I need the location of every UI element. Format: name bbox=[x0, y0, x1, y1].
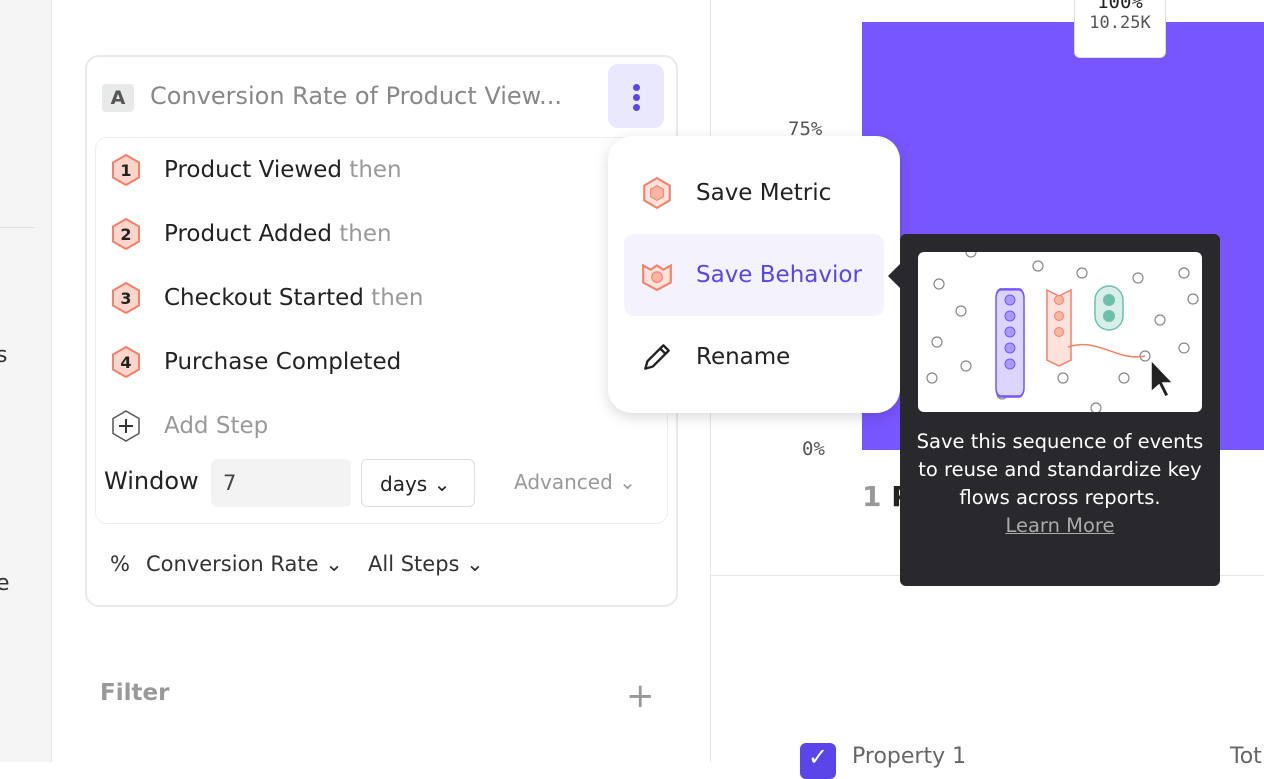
cursor-icon bbox=[1150, 358, 1175, 399]
advanced-toggle[interactable]: Advanced ⌄ bbox=[514, 470, 636, 494]
metric-title[interactable]: Conversion Rate of Product View... bbox=[150, 82, 562, 110]
svg-text:1: 1 bbox=[120, 161, 131, 180]
step-row[interactable]: 1 Product Viewed then bbox=[110, 154, 402, 186]
divider bbox=[0, 227, 34, 228]
window-label: Window bbox=[104, 467, 199, 495]
menu-item-rename[interactable]: Rename bbox=[624, 316, 884, 398]
step-number-icon: 1 bbox=[112, 154, 140, 186]
property-column-header[interactable]: Property 1 bbox=[852, 744, 967, 769]
metric-hex-icon bbox=[643, 176, 671, 210]
step-name: Checkout Started bbox=[164, 285, 364, 311]
y-tick-label: 75% bbox=[788, 118, 823, 140]
chevron-down-icon: ⌄ bbox=[433, 472, 451, 496]
total-column-header: Tot bbox=[1230, 744, 1262, 769]
tooltip-text: Save this sequence of events to reuse an… bbox=[916, 430, 1204, 509]
more-options-button[interactable] bbox=[608, 64, 664, 128]
step-row[interactable]: 4 Purchase Completed bbox=[110, 346, 401, 378]
step-name: Product Viewed bbox=[164, 157, 342, 183]
measure-select[interactable]: Conversion Rate ⌄ bbox=[146, 552, 343, 576]
svg-text:4: 4 bbox=[120, 353, 131, 372]
property-checkbox[interactable]: ✓ bbox=[800, 743, 836, 779]
step-row[interactable]: 2 Product Added then bbox=[110, 218, 392, 250]
add-step-button[interactable]: Add Step bbox=[110, 410, 268, 442]
add-icon bbox=[112, 410, 140, 442]
menu-item-save-metric[interactable]: Save Metric bbox=[624, 152, 884, 234]
learn-more-link[interactable]: Learn More bbox=[1005, 514, 1115, 537]
chevron-down-icon: ⌄ bbox=[466, 552, 484, 576]
bar-data-label: 100% 10.25K bbox=[1074, 0, 1166, 58]
behavior-icon bbox=[642, 263, 672, 292]
add-filter-icon[interactable]: + bbox=[626, 676, 655, 716]
chevron-down-icon: ⌄ bbox=[325, 552, 343, 576]
sidebar-partial-text: e bbox=[0, 571, 10, 596]
options-menu: Save Metric Save Behavior Rename bbox=[608, 136, 900, 413]
step-row[interactable]: 3 Checkout Started then bbox=[110, 282, 424, 314]
menu-item-save-behavior[interactable]: Save Behavior bbox=[624, 234, 884, 316]
svg-text:2: 2 bbox=[120, 225, 131, 244]
step-number-icon: 4 bbox=[112, 346, 140, 378]
chevron-down-icon: ⌄ bbox=[619, 470, 636, 494]
left-sidebar: s e bbox=[0, 0, 52, 762]
step-number-icon: 2 bbox=[112, 218, 140, 250]
step-number-icon: 3 bbox=[112, 282, 140, 314]
save-behavior-tooltip: Save this sequence of events to reuse an… bbox=[888, 234, 1220, 586]
metric-card bbox=[85, 55, 678, 607]
metric-letter-badge: A bbox=[102, 84, 134, 112]
percent-icon: % bbox=[110, 552, 130, 576]
behavior-illustration bbox=[918, 252, 1202, 412]
window-unit-select[interactable]: days ⌄ bbox=[361, 459, 475, 507]
svg-text:3: 3 bbox=[120, 289, 131, 308]
step-name: Product Added bbox=[164, 221, 332, 247]
filter-label: Filter bbox=[100, 680, 170, 706]
pencil-icon bbox=[644, 344, 670, 370]
steps-scope-select[interactable]: All Steps ⌄ bbox=[368, 552, 484, 576]
step-name: Purchase Completed bbox=[164, 349, 402, 375]
window-input[interactable]: 7 bbox=[211, 459, 351, 507]
y-tick-label: 0% bbox=[802, 438, 825, 460]
sidebar-partial-text: s bbox=[0, 343, 8, 368]
